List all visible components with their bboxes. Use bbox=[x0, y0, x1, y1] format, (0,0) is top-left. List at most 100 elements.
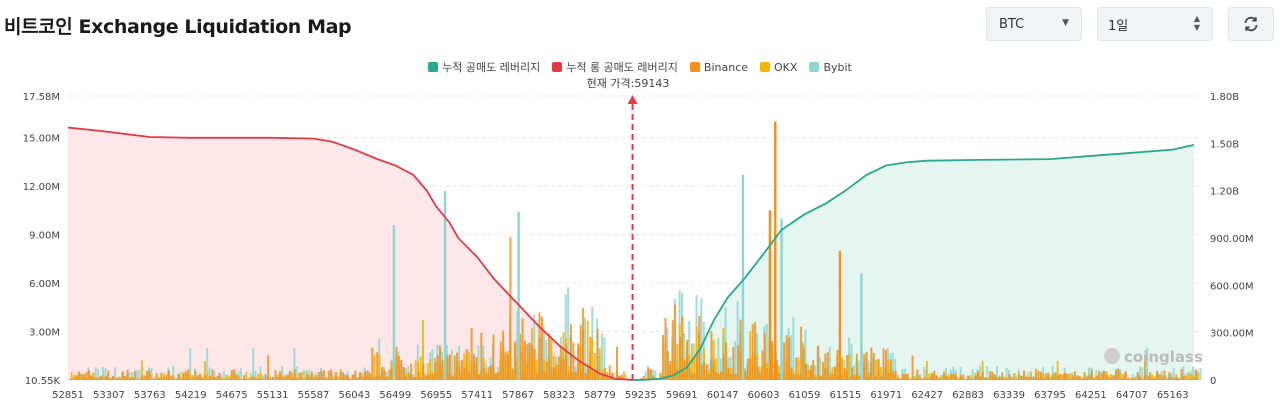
bar-okx bbox=[92, 372, 95, 380]
bar-binance bbox=[1102, 370, 1105, 380]
bar-okx bbox=[875, 359, 878, 380]
bar-binance bbox=[1035, 368, 1038, 380]
x-tick-label: 56499 bbox=[379, 390, 411, 401]
bar-binance bbox=[976, 371, 979, 380]
bar-binance bbox=[519, 333, 522, 380]
bar-binance bbox=[1081, 377, 1084, 380]
bar-bybit bbox=[220, 375, 223, 380]
bar-bybit bbox=[734, 341, 737, 380]
coin-select[interactable]: BTC ▼ bbox=[986, 7, 1082, 41]
bar-binance bbox=[514, 342, 517, 380]
bar-binance bbox=[928, 377, 931, 380]
bar-binance bbox=[1025, 376, 1028, 380]
y-right-tick-label: 300.00M bbox=[1210, 329, 1254, 340]
bar-binance bbox=[327, 370, 330, 380]
bar-binance bbox=[436, 355, 439, 380]
bar-binance bbox=[330, 369, 333, 380]
bar-okx bbox=[693, 358, 696, 380]
legend-item-binance[interactable]: Binance bbox=[689, 59, 748, 75]
bar-binance bbox=[950, 373, 953, 380]
bar-okx bbox=[337, 376, 340, 380]
bar-binance bbox=[463, 367, 466, 380]
bar-binance bbox=[947, 377, 950, 380]
bar-bybit bbox=[213, 370, 216, 380]
bar-binance bbox=[291, 377, 294, 380]
refresh-button[interactable] bbox=[1228, 7, 1274, 41]
bar-bybit bbox=[1015, 375, 1018, 380]
bar-binance bbox=[308, 376, 311, 380]
bar-binance bbox=[979, 376, 982, 380]
bar-binance bbox=[1139, 377, 1142, 380]
bar-binance bbox=[608, 365, 611, 380]
bar-okx bbox=[908, 377, 911, 380]
bar-binance bbox=[395, 346, 398, 380]
bar-binance bbox=[247, 378, 250, 380]
bar-bybit bbox=[172, 366, 175, 380]
bar-okx bbox=[729, 367, 732, 380]
legend-item-okx[interactable]: OKX bbox=[760, 59, 797, 75]
bar-binance bbox=[930, 373, 933, 380]
bar-bybit bbox=[1170, 373, 1173, 380]
bar-binance bbox=[284, 376, 287, 380]
bar-binance bbox=[192, 377, 195, 380]
bar-bybit bbox=[613, 372, 616, 380]
legend-item-cum-long[interactable]: 누적 롱 공매도 레버리지 bbox=[552, 59, 678, 75]
bar-bybit-peak bbox=[517, 211, 520, 380]
bar-binance bbox=[204, 374, 207, 380]
bar-binance bbox=[1180, 368, 1183, 380]
bar-binance bbox=[1182, 375, 1185, 380]
bar-binance bbox=[1170, 376, 1173, 380]
bar-bybit bbox=[208, 367, 211, 380]
bar-binance bbox=[993, 374, 996, 380]
x-tick-label: 54675 bbox=[216, 390, 248, 401]
bar-binance bbox=[688, 367, 691, 380]
legend-label: 누적 롱 공매도 레버리지 bbox=[566, 61, 678, 74]
bar-okx bbox=[947, 375, 950, 380]
bar-bybit bbox=[249, 372, 252, 380]
legend-item-cum-short[interactable]: 누적 공매도 레버리지 bbox=[428, 59, 540, 75]
bar-binance bbox=[427, 374, 430, 380]
bar-okx bbox=[1010, 377, 1013, 380]
range-select[interactable]: 1일 ▲ ▼ bbox=[1097, 7, 1213, 41]
bar-binance bbox=[565, 344, 568, 380]
bar-binance bbox=[78, 372, 81, 380]
bar-binance bbox=[209, 376, 212, 380]
x-tick-label: 52851 bbox=[52, 390, 84, 401]
bar-okx bbox=[150, 374, 153, 380]
bar-bybit bbox=[564, 294, 567, 380]
bar-binance bbox=[749, 358, 752, 380]
refresh-icon bbox=[1244, 16, 1258, 32]
y-left-tick-label: 3.00M bbox=[29, 328, 60, 339]
bar-binance bbox=[114, 378, 117, 380]
bar-binance bbox=[143, 375, 146, 380]
y-left-tick-label: 9.00M bbox=[29, 231, 60, 242]
bar-binance bbox=[761, 350, 764, 380]
bar-binance bbox=[1008, 374, 1011, 380]
bar-binance bbox=[262, 378, 265, 380]
legend-item-bybit[interactable]: Bybit bbox=[809, 59, 852, 75]
bar-binance bbox=[620, 374, 623, 380]
bar-binance bbox=[90, 375, 93, 380]
bar-binance bbox=[73, 377, 76, 380]
bar-binance bbox=[1018, 375, 1021, 380]
bar-okx bbox=[1197, 373, 1200, 380]
bar-binance bbox=[550, 367, 553, 380]
bar-binance bbox=[826, 352, 829, 380]
bar-binance bbox=[531, 344, 534, 380]
bar-binance bbox=[618, 375, 621, 380]
bar-binance bbox=[804, 364, 807, 380]
x-tick-label: 59235 bbox=[625, 390, 657, 401]
bar-binance bbox=[957, 378, 960, 380]
bar-okx bbox=[940, 375, 943, 380]
bar-binance bbox=[744, 371, 747, 380]
bar-binance bbox=[160, 377, 163, 380]
liquidation-bars bbox=[68, 121, 1202, 380]
bar-binance bbox=[158, 378, 161, 380]
bar-binance bbox=[836, 350, 839, 380]
bar-binance bbox=[577, 345, 580, 380]
bar-bybit bbox=[700, 298, 703, 380]
bar-binance bbox=[880, 376, 883, 380]
bar-okx bbox=[463, 353, 466, 380]
bar-binance bbox=[148, 370, 151, 380]
bar-binance bbox=[916, 369, 919, 380]
